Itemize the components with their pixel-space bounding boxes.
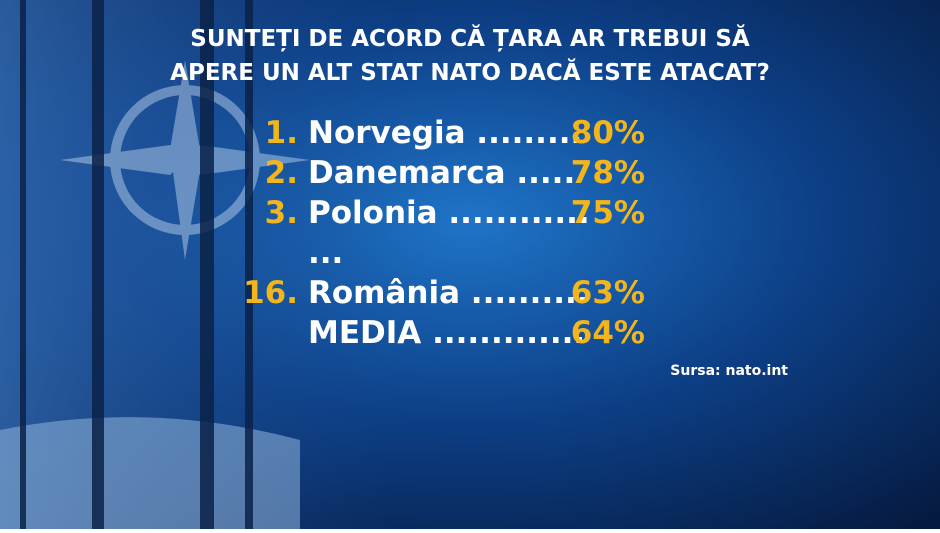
row-value: 80%	[571, 115, 645, 151]
row-label: Polonia ............	[308, 195, 590, 231]
title: SUNTEȚI DE ACORD CĂ ȚARA AR TREBUI SĂ	[190, 24, 750, 52]
rank: 16.	[243, 275, 298, 311]
row-label: MEDIA .............	[308, 315, 585, 351]
flag-fold	[0, 417, 300, 529]
row-label: ...	[308, 235, 343, 271]
source: Sursa: nato.int	[670, 363, 788, 379]
rank: 1.	[265, 115, 298, 151]
row-value: 75%	[571, 195, 645, 231]
row-value: 64%	[571, 315, 645, 351]
row-label: Danemarca .....	[308, 155, 575, 191]
bars	[20, 0, 253, 529]
rank: 3.	[265, 195, 298, 231]
title: APERE UN ALT STAT NATO DACĂ ESTE ATACAT?	[170, 58, 770, 86]
rank: 2.	[265, 155, 298, 191]
row-label: România ..........	[308, 275, 589, 311]
row-value: 63%	[571, 275, 645, 311]
row-label: Norvegia .........	[308, 115, 582, 151]
row-value: 78%	[571, 155, 645, 191]
